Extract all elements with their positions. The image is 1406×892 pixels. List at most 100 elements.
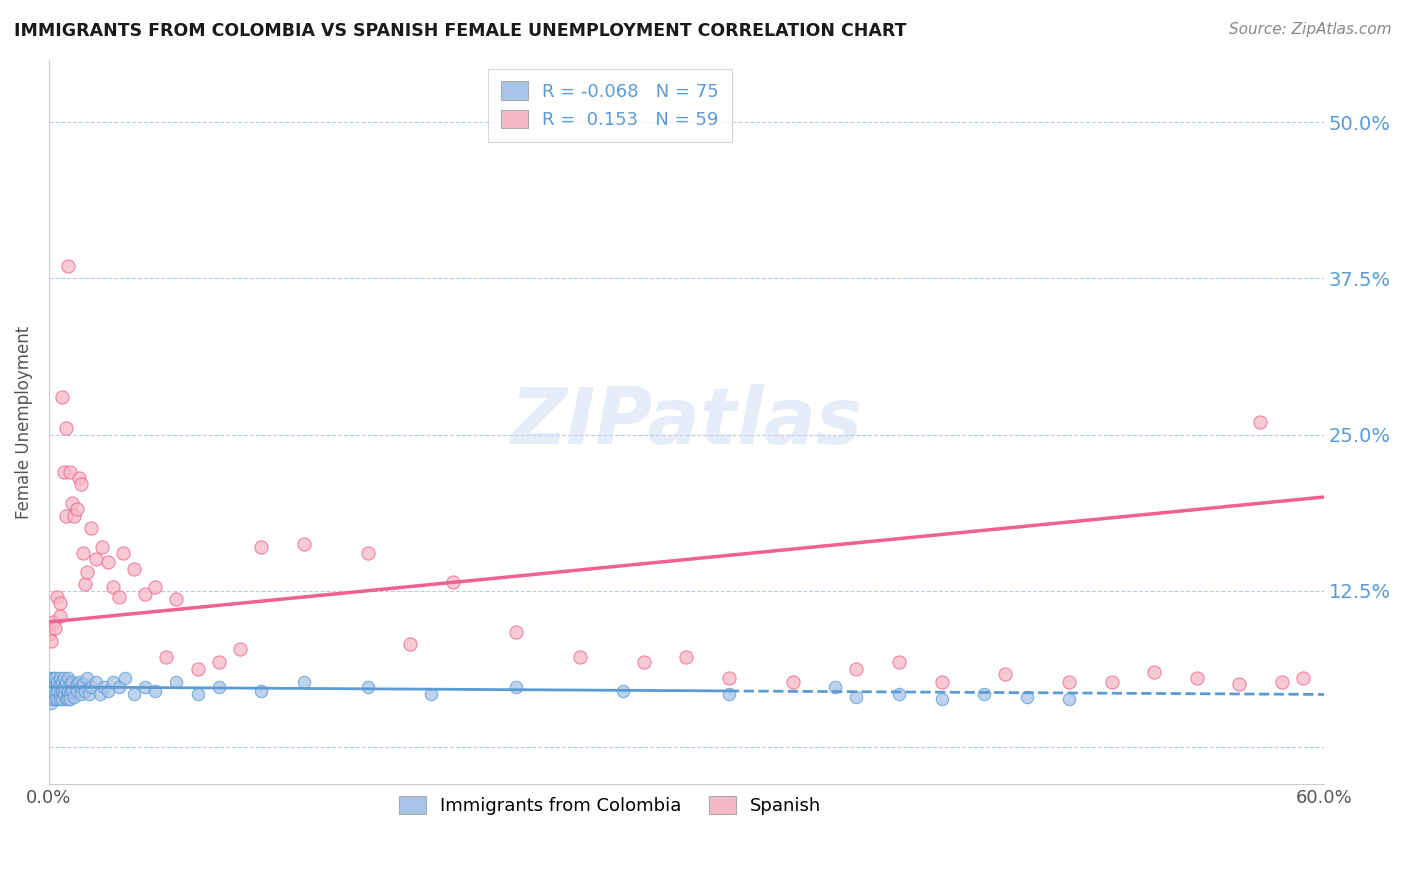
Point <box>44 692 66 706</box>
Point <box>717 671 740 685</box>
Point <box>67 471 90 485</box>
Point <box>46 590 69 604</box>
Point <box>63 690 86 704</box>
Point <box>48 688 70 702</box>
Point <box>887 655 910 669</box>
Point <box>44 621 66 635</box>
Point <box>97 683 120 698</box>
Point <box>166 675 188 690</box>
Point <box>51 692 73 706</box>
Point <box>155 650 177 665</box>
Point <box>633 655 655 669</box>
Point <box>1057 692 1080 706</box>
Point <box>97 555 120 569</box>
Point <box>70 477 93 491</box>
Text: Source: ZipAtlas.com: Source: ZipAtlas.com <box>1229 22 1392 37</box>
Point <box>187 688 209 702</box>
Point <box>1270 675 1292 690</box>
Point <box>42 671 65 685</box>
Point <box>51 390 73 404</box>
Point <box>63 508 86 523</box>
Point <box>101 675 124 690</box>
Text: ZIPatlas: ZIPatlas <box>510 384 863 460</box>
Point <box>569 650 592 665</box>
Point <box>56 259 79 273</box>
Point <box>67 675 90 690</box>
Point <box>42 683 65 698</box>
Point <box>59 688 82 702</box>
Point <box>65 683 87 698</box>
Point <box>122 562 145 576</box>
Point <box>39 683 62 698</box>
Point <box>51 683 73 698</box>
Point <box>48 677 70 691</box>
Point <box>166 592 188 607</box>
Point <box>845 690 868 704</box>
Point <box>46 692 69 706</box>
Point <box>80 680 103 694</box>
Point <box>42 615 65 629</box>
Point <box>441 574 464 589</box>
Point <box>55 692 77 706</box>
Y-axis label: Female Unemployment: Female Unemployment <box>15 326 32 518</box>
Point <box>42 677 65 691</box>
Point <box>48 608 70 623</box>
Point <box>1057 675 1080 690</box>
Point <box>134 587 156 601</box>
Point <box>112 546 135 560</box>
Point <box>56 692 79 706</box>
Point <box>994 667 1017 681</box>
Point <box>675 650 697 665</box>
Point <box>292 675 315 690</box>
Point <box>39 690 62 704</box>
Point <box>101 580 124 594</box>
Point <box>72 546 94 560</box>
Point <box>39 696 62 710</box>
Point <box>1292 671 1315 685</box>
Point <box>60 683 83 698</box>
Point <box>59 465 82 479</box>
Point <box>187 663 209 677</box>
Point <box>208 680 231 694</box>
Point <box>782 675 804 690</box>
Point <box>1249 415 1271 429</box>
Point <box>48 671 70 685</box>
Point <box>420 688 443 702</box>
Point <box>46 675 69 690</box>
Point <box>44 688 66 702</box>
Point <box>1015 690 1038 704</box>
Point <box>931 692 953 706</box>
Point <box>114 671 136 685</box>
Point <box>887 688 910 702</box>
Point <box>56 683 79 698</box>
Point <box>79 688 101 702</box>
Point <box>55 421 77 435</box>
Point <box>46 683 69 698</box>
Point <box>91 540 114 554</box>
Point <box>143 683 166 698</box>
Point <box>59 692 82 706</box>
Point <box>72 677 94 691</box>
Point <box>292 537 315 551</box>
Point <box>612 683 634 698</box>
Point <box>357 546 380 560</box>
Point <box>250 683 273 698</box>
Point <box>75 577 97 591</box>
Point <box>84 552 107 566</box>
Point <box>1101 675 1123 690</box>
Point <box>52 680 75 694</box>
Point <box>76 565 98 579</box>
Point <box>84 675 107 690</box>
Point <box>1143 665 1166 679</box>
Point <box>44 677 66 691</box>
Point <box>357 680 380 694</box>
Point <box>108 680 131 694</box>
Point <box>1227 677 1250 691</box>
Point <box>134 680 156 694</box>
Point <box>51 675 73 690</box>
Point <box>48 692 70 706</box>
Point <box>59 677 82 691</box>
Point <box>93 680 115 694</box>
Point <box>229 642 252 657</box>
Legend: Immigrants from Colombia, Spanish: Immigrants from Colombia, Spanish <box>388 785 832 826</box>
